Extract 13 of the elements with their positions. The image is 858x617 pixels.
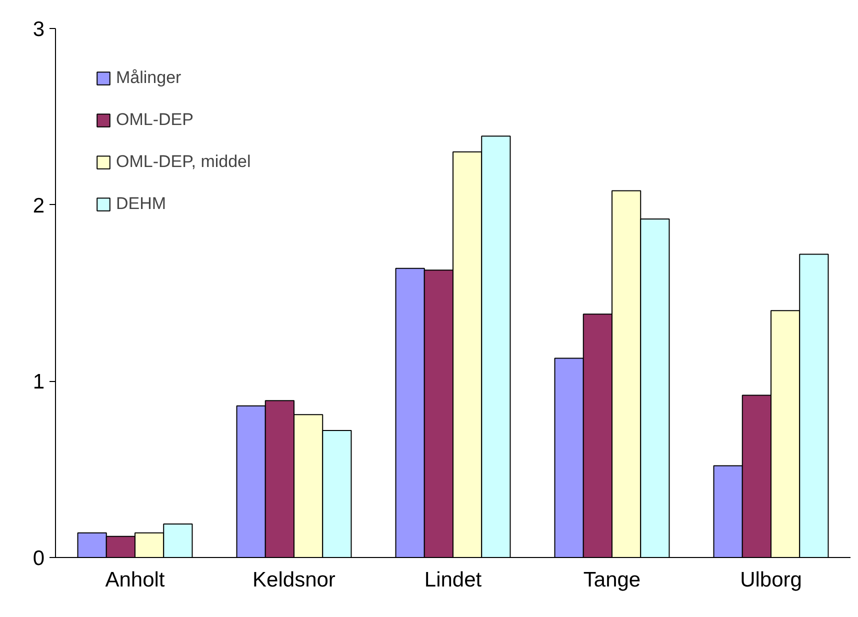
- legend-label: DEHM: [116, 194, 166, 214]
- y-tick-label: 3: [32, 18, 45, 41]
- legend-label: OML-DEP: [116, 110, 194, 130]
- x-tick-label: Anholt: [105, 568, 165, 592]
- x-tick-label: Ulborg: [740, 568, 802, 592]
- x-tick-label: Lindet: [424, 568, 482, 592]
- y-tick-label: 2: [32, 194, 45, 218]
- x-tick-label: Keldsnor: [252, 568, 336, 592]
- y-tick-label: 1: [32, 370, 45, 394]
- y-tick-label: 0: [32, 547, 45, 570]
- legend-label: OML-DEP, middel: [116, 152, 251, 172]
- legend-label: Målinger: [116, 68, 182, 88]
- x-tick-label: Tange: [583, 568, 641, 592]
